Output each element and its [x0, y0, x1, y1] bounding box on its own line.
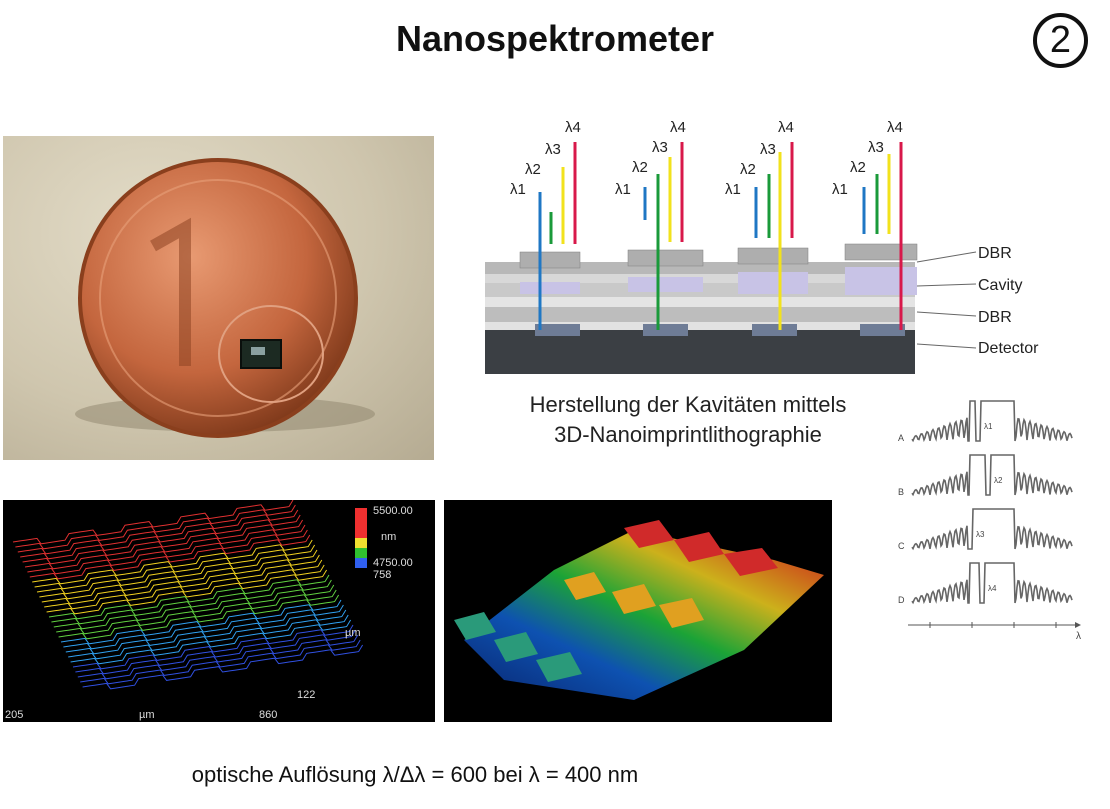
spectrum-curve: [911, 454, 1073, 497]
profile-contour-line: [80, 639, 361, 685]
spectrum-peak-label: λ1: [984, 422, 993, 431]
layer-label-dbr-bottom: DBR: [978, 309, 1012, 326]
profile-contour-line: [72, 624, 354, 670]
spectrum-peak-label: λ2: [994, 476, 1003, 485]
y-max-value: 758: [373, 569, 391, 581]
lambda-label: λ4: [670, 119, 686, 136]
profile-contour-line: [51, 579, 332, 625]
spectrum-row-label: B: [898, 487, 904, 497]
spectrum-row-label: C: [898, 541, 905, 551]
scale-top-value: 5500.00: [373, 505, 413, 517]
caption-line-1: Herstellung der Kavitäten mittels: [529, 392, 847, 417]
lambda-label: λ4: [778, 119, 794, 136]
profile-contour-line: [65, 609, 347, 655]
layer-label-dbr-top: DBR: [978, 245, 1012, 262]
lambda-label: λ3: [545, 141, 561, 158]
lambda-label: λ1: [510, 181, 526, 198]
lambda-label: λ2: [850, 159, 866, 176]
profile-contour-line: [22, 519, 304, 565]
surface-3d-render: [444, 500, 832, 722]
resolution-footer: optische Auflösung λ/Δλ = 600 bei λ = 40…: [191, 762, 639, 787]
y-min-value: 122: [297, 689, 315, 701]
spectrum-peak-label: λ3: [976, 530, 985, 539]
spectrum-curve: [911, 400, 1073, 443]
profile-contour-line: [29, 534, 311, 580]
transmission-spectra: A B C D λ λ1 λ2 λ3 λ4: [890, 393, 1100, 643]
lambda-label: λ1: [832, 181, 848, 198]
spectrum-peak-label: λ4: [988, 584, 997, 593]
fabrication-caption: Herstellung der Kavitäten mittels 3D-Nan…: [468, 390, 908, 450]
profile-contour-line: [77, 634, 359, 680]
profile-contour-line: [60, 599, 342, 645]
profile-contour-line: [75, 629, 356, 675]
lambda-label: λ2: [632, 159, 648, 176]
spectrum-curve: [911, 562, 1073, 605]
profile-contour-line: [34, 544, 316, 590]
lambda-label: λ1: [615, 181, 631, 198]
layer-label-detector: Detector: [978, 340, 1039, 357]
profile-contour-line: [17, 509, 299, 555]
lambda-label: λ2: [740, 161, 756, 178]
profile-contour-line: [48, 574, 330, 620]
profile-contour-line: [44, 564, 325, 610]
coin-illustration: [75, 158, 375, 438]
coin-chip-photo: [3, 136, 434, 460]
wavelength-axis-label: λ: [1076, 631, 1081, 642]
page-title: Nanospektrometer: [395, 18, 715, 59]
lambda-label: λ3: [652, 139, 668, 156]
profile-contour-line: [63, 604, 344, 650]
profile-contour-line: [70, 619, 352, 665]
lambda-label: λ4: [887, 119, 903, 136]
lambda-label: λ3: [868, 139, 884, 156]
profile-contour-line: [20, 514, 301, 560]
profile-contour-line: [56, 589, 337, 635]
scale-unit: nm: [381, 531, 396, 543]
lambda-label: λ2: [525, 161, 541, 178]
profile-contour-line: [68, 614, 349, 660]
slide-number-badge: 2: [1033, 13, 1088, 68]
profile-contour-line: [24, 524, 306, 570]
lambda-label: λ1: [725, 181, 741, 198]
x-axis-unit: µm: [139, 709, 155, 721]
profile-contour-line: [58, 594, 340, 640]
x-min-value: 205: [5, 709, 23, 721]
cavity-layer-diagram: λ1 λ2 λ3 λ4 λ1 λ2 λ3 λ4 λ1 λ2 λ3 λ4 λ1 λ…: [480, 112, 1080, 375]
profile-contour-line: [32, 539, 313, 585]
profile-contour-line: [41, 559, 323, 605]
lambda-label: λ3: [760, 141, 776, 158]
spectrum-row-label: D: [898, 595, 905, 605]
profile-contour-line: [39, 554, 320, 600]
profile-contour-line: [46, 569, 328, 615]
profile-contour-line: [53, 584, 335, 630]
spectrum-row-label: A: [898, 433, 904, 443]
profile-contour-line: [82, 644, 364, 690]
layer-label-cavity: Cavity: [978, 277, 1022, 294]
profile-contour-line: [36, 549, 318, 595]
lambda-label: λ4: [565, 119, 581, 136]
profile-contour-line: [15, 504, 296, 550]
spectrum-curve: [911, 508, 1073, 551]
scale-bottom-value: 4750.00: [373, 557, 413, 569]
y-axis-unit: µm: [345, 627, 361, 639]
profilometer-3d-plot: 5500.00 nm 4750.00 758 µm 122 205 µm 860: [3, 499, 435, 722]
caption-line-2: 3D-Nanoimprintlithographie: [554, 422, 822, 447]
x-max-value: 860: [259, 709, 277, 721]
profile-contour-line: [27, 529, 308, 575]
profile-contour-line: [12, 499, 294, 545]
